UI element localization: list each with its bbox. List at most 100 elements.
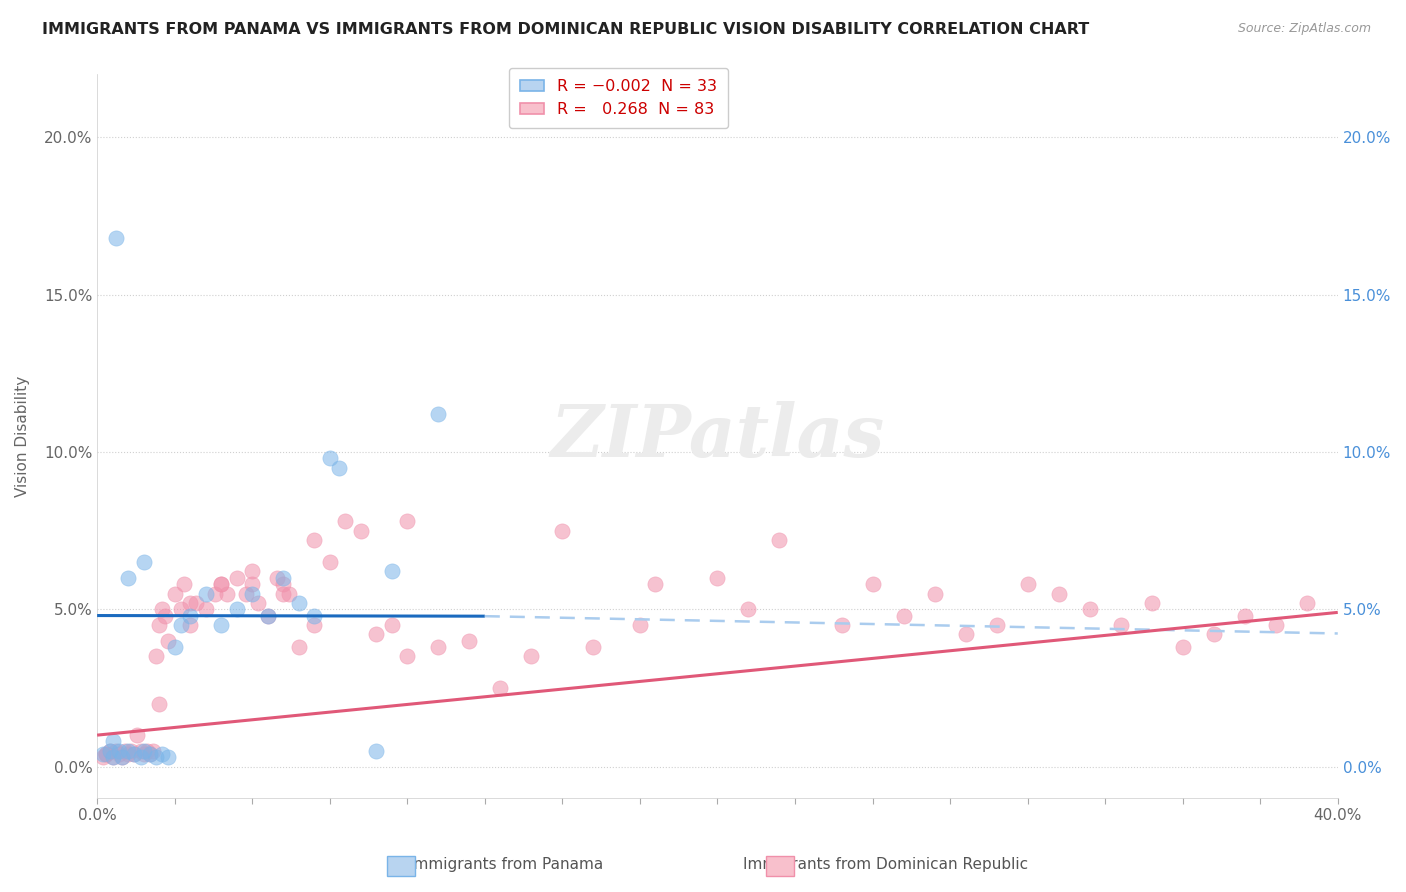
Point <box>129 744 152 758</box>
Point <box>98 744 121 758</box>
Point <box>924 586 946 600</box>
Text: Immigrants from Panama: Immigrants from Panama <box>409 857 603 872</box>
Point <box>101 750 124 764</box>
Point <box>302 533 325 547</box>
Point <box>173 577 195 591</box>
Point <box>179 618 201 632</box>
Point <box>328 460 350 475</box>
Point <box>427 407 450 421</box>
Point <box>1264 618 1286 632</box>
Point <box>737 602 759 616</box>
Point <box>396 649 419 664</box>
Point <box>139 747 162 761</box>
Point <box>91 750 114 764</box>
Text: Source: ZipAtlas.com: Source: ZipAtlas.com <box>1237 22 1371 36</box>
Point <box>381 565 404 579</box>
Point <box>302 618 325 632</box>
Point <box>150 602 173 616</box>
Point <box>225 602 247 616</box>
Point <box>366 627 388 641</box>
Point <box>628 618 651 632</box>
Point <box>350 524 373 538</box>
Point <box>101 734 124 748</box>
Point <box>986 618 1008 632</box>
Point <box>157 750 180 764</box>
Point <box>287 596 309 610</box>
Point <box>117 747 139 761</box>
Point <box>127 728 149 742</box>
Point <box>1295 596 1317 610</box>
Point <box>170 602 193 616</box>
Point <box>117 744 139 758</box>
Point <box>91 747 114 761</box>
Point <box>335 514 357 528</box>
Point <box>520 649 543 664</box>
Point <box>179 596 201 610</box>
Point <box>104 744 127 758</box>
Point <box>381 618 404 632</box>
Point <box>96 747 118 761</box>
Point <box>194 602 217 616</box>
Point <box>1202 627 1225 641</box>
Point <box>111 750 134 764</box>
Point <box>108 744 131 758</box>
Point <box>108 747 131 761</box>
Point <box>235 586 257 600</box>
Point <box>145 649 167 664</box>
Point <box>1047 586 1070 600</box>
Point <box>98 744 121 758</box>
Point <box>319 555 342 569</box>
Point <box>893 608 915 623</box>
Point <box>157 633 180 648</box>
Point <box>240 586 263 600</box>
Point <box>287 640 309 654</box>
Point <box>271 586 294 600</box>
Point <box>114 744 136 758</box>
Point <box>319 451 342 466</box>
Point <box>1017 577 1039 591</box>
Point <box>209 618 232 632</box>
Point <box>101 750 124 764</box>
Point <box>124 747 146 761</box>
Point <box>145 750 167 764</box>
Point <box>204 586 226 600</box>
Point <box>551 524 574 538</box>
Text: Immigrants from Dominican Republic: Immigrants from Dominican Republic <box>744 857 1028 872</box>
Point <box>271 571 294 585</box>
Point <box>862 577 884 591</box>
Point <box>163 640 186 654</box>
Point <box>194 586 217 600</box>
Point <box>155 608 177 623</box>
Point <box>366 744 388 758</box>
Point <box>179 608 201 623</box>
Point <box>217 586 239 600</box>
Y-axis label: Vision Disability: Vision Disability <box>15 376 30 497</box>
Point <box>170 618 193 632</box>
Point <box>142 744 165 758</box>
Point <box>266 571 288 585</box>
Point <box>644 577 666 591</box>
Point <box>1078 602 1101 616</box>
Point <box>489 681 512 695</box>
Point <box>256 608 278 623</box>
Legend: R = −0.002  N = 33, R =   0.268  N = 83: R = −0.002 N = 33, R = 0.268 N = 83 <box>509 68 728 128</box>
Point <box>135 744 157 758</box>
Point <box>768 533 790 547</box>
Point <box>271 577 294 591</box>
Text: ZIPatlas: ZIPatlas <box>550 401 884 472</box>
Point <box>582 640 605 654</box>
Point <box>186 596 208 610</box>
Point <box>1171 640 1194 654</box>
Point <box>1140 596 1163 610</box>
Point <box>256 608 278 623</box>
Point <box>209 577 232 591</box>
Point <box>132 744 155 758</box>
Point <box>240 577 263 591</box>
Point <box>706 571 728 585</box>
Point <box>278 586 301 600</box>
Point <box>458 633 481 648</box>
Point <box>96 747 118 761</box>
Point <box>427 640 450 654</box>
Point <box>1109 618 1132 632</box>
Point <box>831 618 853 632</box>
